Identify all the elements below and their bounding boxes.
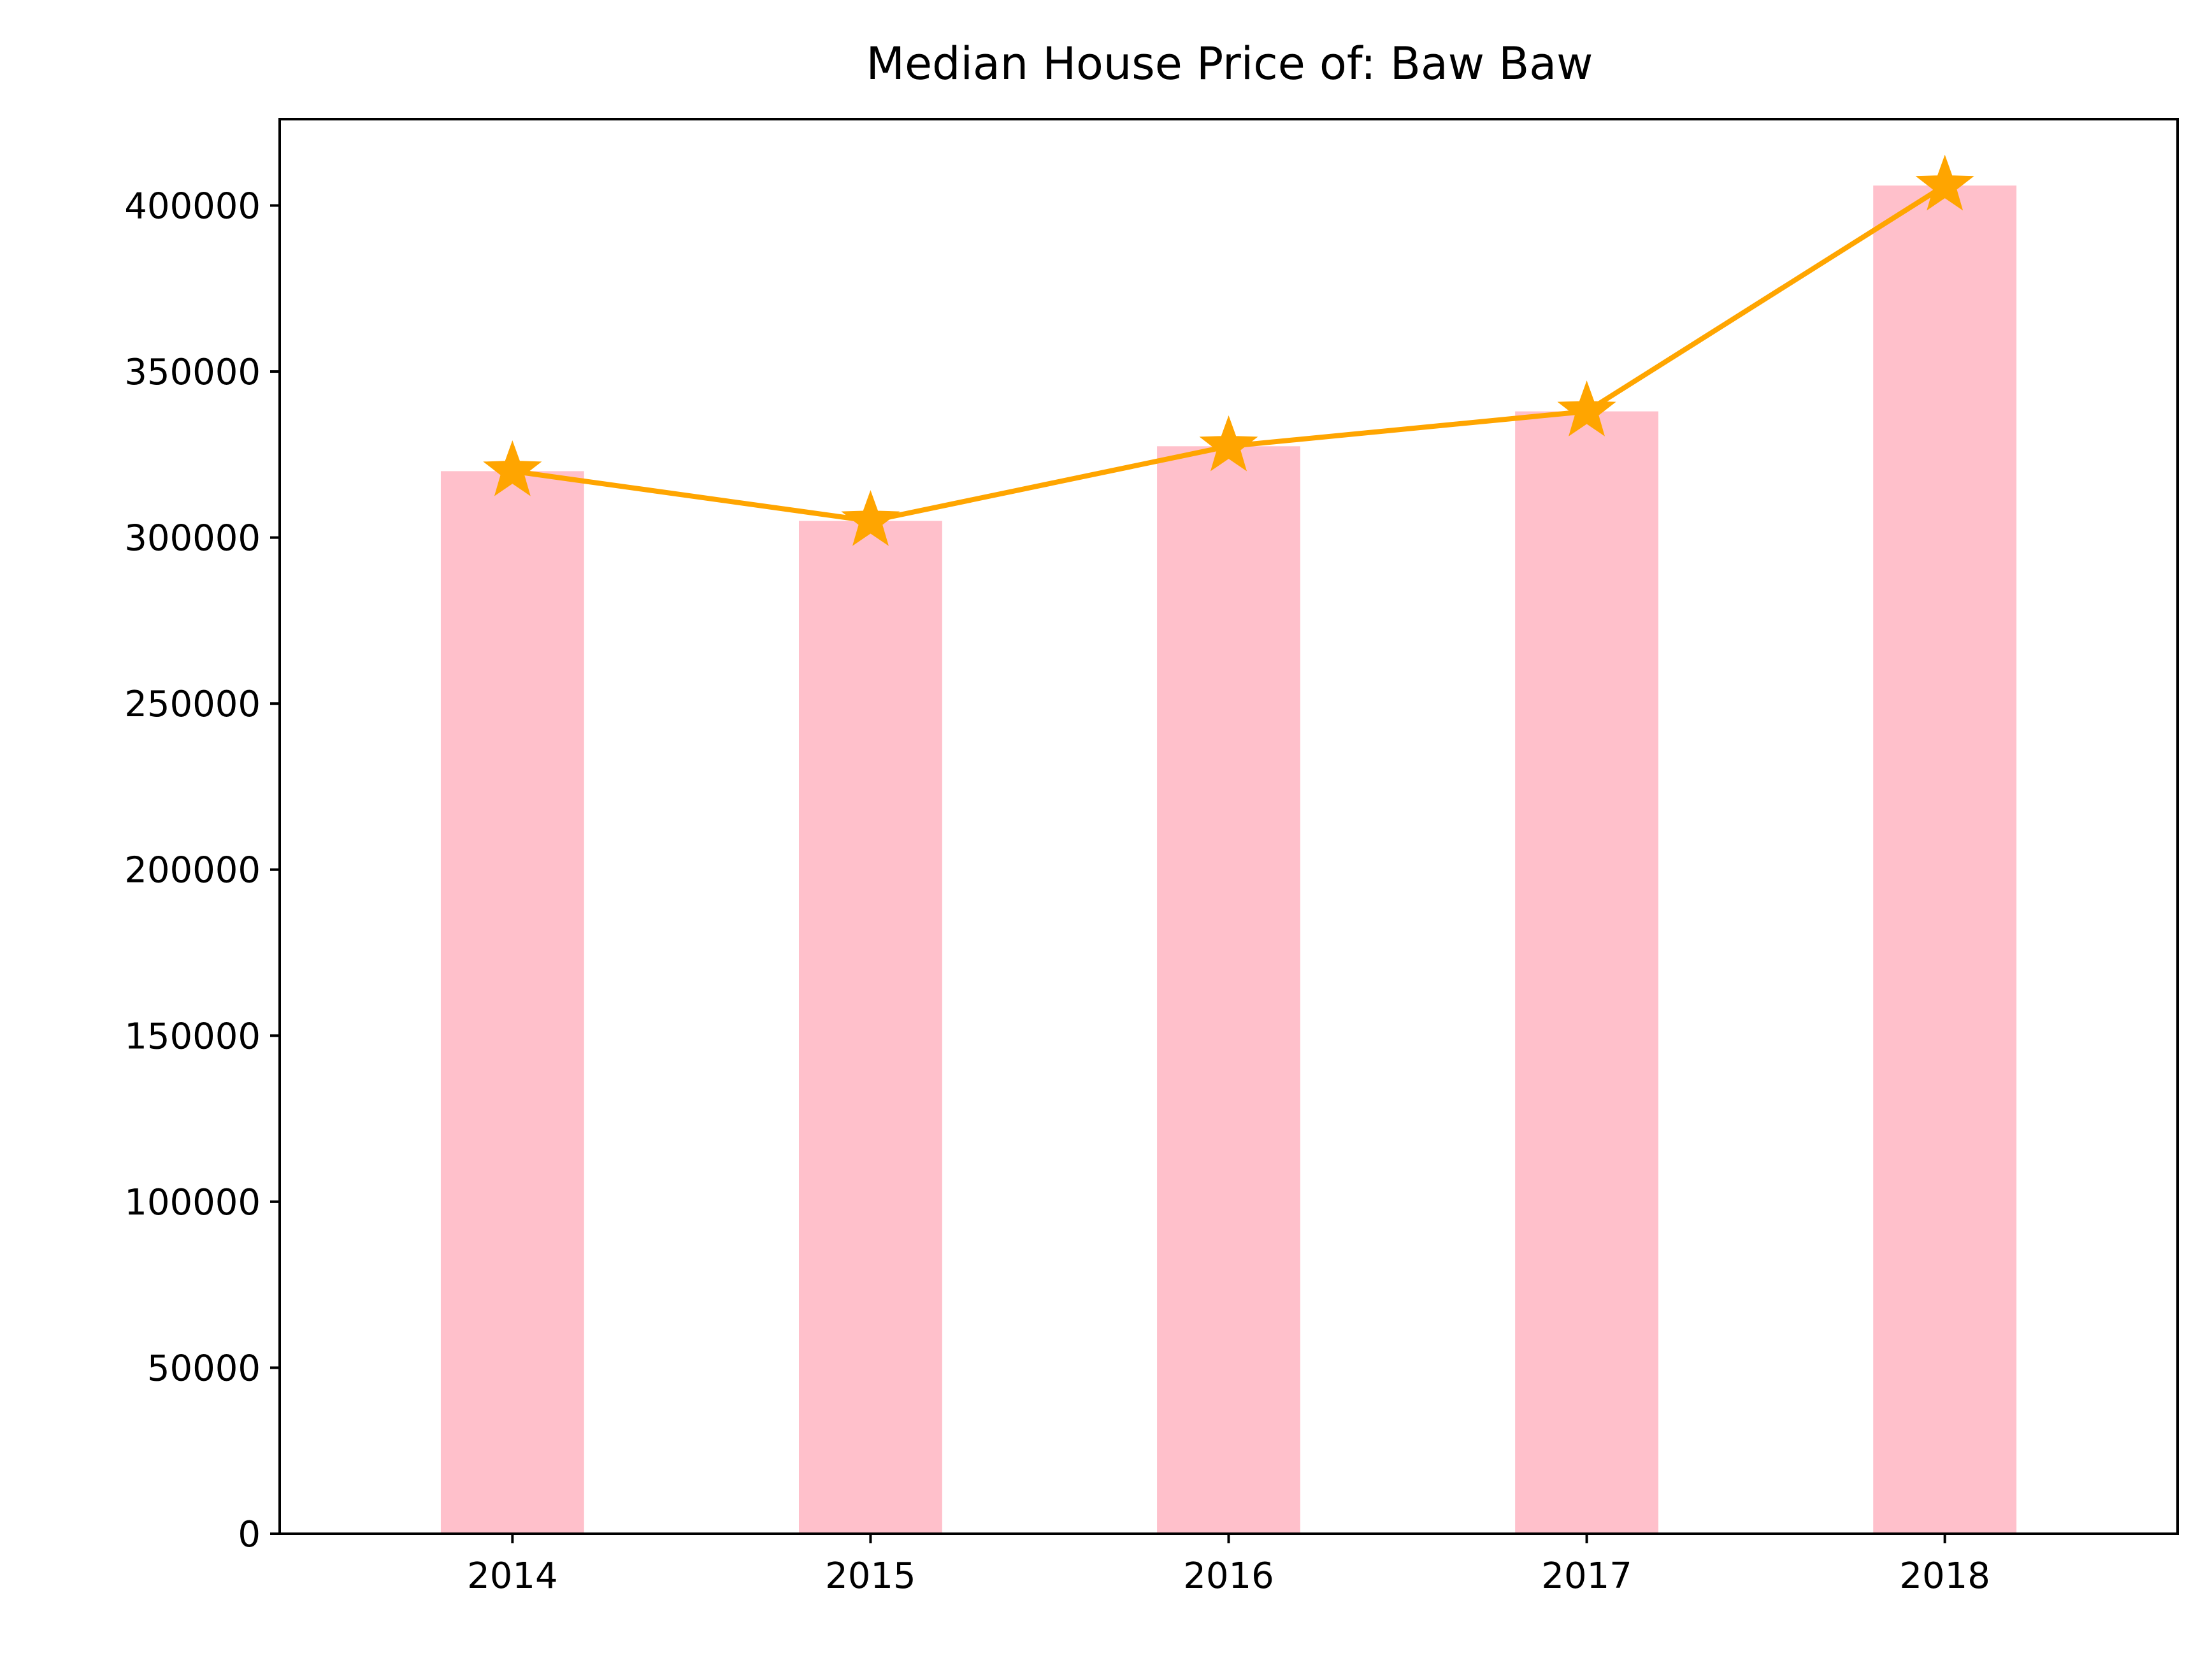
axes: 0 50000 100000 150000 200000 250000 300000 3500… xyxy=(124,118,2179,1597)
y-tick-label-250000: 250000 xyxy=(124,684,261,725)
star-marker-2014 xyxy=(483,440,542,496)
x-tick-label-2015: 2015 xyxy=(825,1555,916,1597)
bar-2016 xyxy=(1157,446,1300,1534)
line-series xyxy=(483,154,1974,546)
bar-2014 xyxy=(440,471,584,1534)
y-tick-label-0: 0 xyxy=(238,1514,261,1555)
star-marker-2018 xyxy=(1915,154,1974,211)
chart-title: Median House Price of: Baw Baw xyxy=(866,38,1593,90)
star-marker-2017 xyxy=(1557,380,1616,436)
x-tick-label-2018: 2018 xyxy=(1899,1555,1990,1597)
y-tick-label-200000: 200000 xyxy=(124,850,261,891)
y-tick-label-300000: 300000 xyxy=(124,518,261,559)
y-tick-label-350000: 350000 xyxy=(124,352,261,393)
x-tick-label-2014: 2014 xyxy=(467,1555,558,1597)
y-tick-label-150000: 150000 xyxy=(124,1016,261,1057)
x-tick-label-2016: 2016 xyxy=(1183,1555,1274,1597)
y-tick-label-400000: 400000 xyxy=(124,185,261,227)
y-tick-label-100000: 100000 xyxy=(124,1182,261,1223)
bar-series xyxy=(440,185,2017,1534)
bar-2015 xyxy=(799,521,942,1534)
x-tick-label-2017: 2017 xyxy=(1541,1555,1632,1597)
bar-2017 xyxy=(1515,411,1658,1534)
bar-2018 xyxy=(1873,185,2017,1534)
star-marker-2015 xyxy=(841,490,900,546)
star-marker-2016 xyxy=(1199,415,1258,472)
y-tick-label-50000: 50000 xyxy=(147,1348,261,1389)
